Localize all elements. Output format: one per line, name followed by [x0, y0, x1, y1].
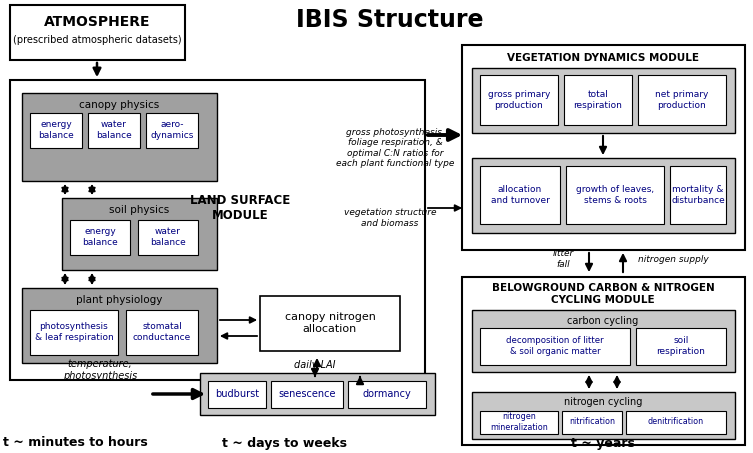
Bar: [146, 113, 198, 148]
Text: denitrification: denitrification: [648, 418, 704, 427]
Text: nitrogen supply: nitrogen supply: [638, 255, 709, 264]
Text: IBIS Structure: IBIS Structure: [296, 8, 483, 32]
Text: gross photosynthesis,
foliage respiration, &
optimal C:N ratios for
each plant f: gross photosynthesis, foliage respiratio…: [336, 128, 454, 168]
Text: decomposition of litter
& soil organic matter: decomposition of litter & soil organic m…: [506, 336, 604, 356]
Bar: [472, 158, 735, 233]
Text: soil physics: soil physics: [109, 205, 169, 215]
Bar: [70, 220, 130, 255]
Bar: [566, 166, 664, 224]
Text: temperature,
photosynthesis: temperature, photosynthesis: [62, 359, 137, 381]
Bar: [200, 373, 435, 415]
Text: photosynthesis
& leaf respiration: photosynthesis & leaf respiration: [35, 322, 114, 342]
Bar: [271, 381, 343, 408]
Text: t ~ minutes to hours: t ~ minutes to hours: [2, 437, 148, 449]
Bar: [30, 310, 118, 355]
Bar: [638, 75, 726, 125]
Text: net primary
production: net primary production: [655, 90, 709, 110]
Bar: [10, 5, 185, 60]
Bar: [480, 166, 560, 224]
Text: canopy physics: canopy physics: [79, 100, 159, 110]
Text: BELOWGROUND CARBON & NITROGEN
CYCLING MODULE: BELOWGROUND CARBON & NITROGEN CYCLING MO…: [492, 283, 715, 305]
Bar: [208, 381, 266, 408]
Text: senescence: senescence: [279, 389, 336, 399]
Text: water
balance: water balance: [96, 120, 132, 140]
Text: dormancy: dormancy: [363, 389, 411, 399]
Text: plant physiology: plant physiology: [76, 295, 162, 305]
Text: nitrogen cycling: nitrogen cycling: [564, 397, 642, 407]
Bar: [636, 328, 726, 365]
Bar: [126, 310, 198, 355]
Text: daily LAI: daily LAI: [294, 360, 336, 370]
Bar: [626, 411, 726, 434]
Bar: [480, 411, 558, 434]
Text: aero-
dynamics: aero- dynamics: [151, 120, 194, 140]
Bar: [564, 75, 632, 125]
Text: gross primary
production: gross primary production: [488, 90, 550, 110]
Bar: [30, 113, 82, 148]
Bar: [138, 220, 198, 255]
Text: t ~ days to weeks: t ~ days to weeks: [222, 437, 347, 449]
Text: budburst: budburst: [215, 389, 259, 399]
Text: LAND SURFACE
MODULE: LAND SURFACE MODULE: [190, 194, 290, 222]
Text: VEGETATION DYNAMICS MODULE: VEGETATION DYNAMICS MODULE: [507, 53, 699, 63]
Text: (prescribed atmospheric datasets): (prescribed atmospheric datasets): [13, 35, 181, 45]
Text: soil
respiration: soil respiration: [657, 336, 706, 356]
Text: allocation
and turnover: allocation and turnover: [490, 185, 550, 205]
Bar: [462, 45, 745, 250]
Bar: [562, 411, 622, 434]
Text: water
balance: water balance: [150, 227, 186, 247]
Text: nitrification: nitrification: [569, 418, 615, 427]
Text: vegetation structure
and biomass: vegetation structure and biomass: [344, 208, 436, 228]
Text: mortality &
disturbance: mortality & disturbance: [671, 185, 725, 205]
Text: energy
balance: energy balance: [38, 120, 74, 140]
Bar: [260, 296, 400, 351]
Bar: [480, 328, 630, 365]
Bar: [472, 392, 735, 439]
Text: t ~ years: t ~ years: [571, 437, 635, 449]
Text: nitrogen
mineralization: nitrogen mineralization: [490, 412, 548, 432]
Text: growth of leaves,
stems & roots: growth of leaves, stems & roots: [576, 185, 654, 205]
Text: stomatal
conductance: stomatal conductance: [133, 322, 191, 342]
Text: ATMOSPHERE: ATMOSPHERE: [44, 15, 151, 29]
Text: energy
balance: energy balance: [82, 227, 118, 247]
Bar: [10, 80, 425, 380]
Bar: [348, 381, 426, 408]
Bar: [480, 75, 558, 125]
Bar: [472, 310, 735, 372]
Bar: [22, 93, 217, 181]
Bar: [472, 68, 735, 133]
Bar: [22, 288, 217, 363]
Text: total
respiration: total respiration: [574, 90, 623, 110]
Bar: [88, 113, 140, 148]
Bar: [670, 166, 726, 224]
Text: canopy nitrogen
allocation: canopy nitrogen allocation: [285, 312, 376, 334]
Bar: [462, 277, 745, 445]
Text: carbon cycling: carbon cycling: [567, 316, 639, 326]
Text: litter
fall: litter fall: [553, 249, 574, 269]
Bar: [62, 198, 217, 270]
